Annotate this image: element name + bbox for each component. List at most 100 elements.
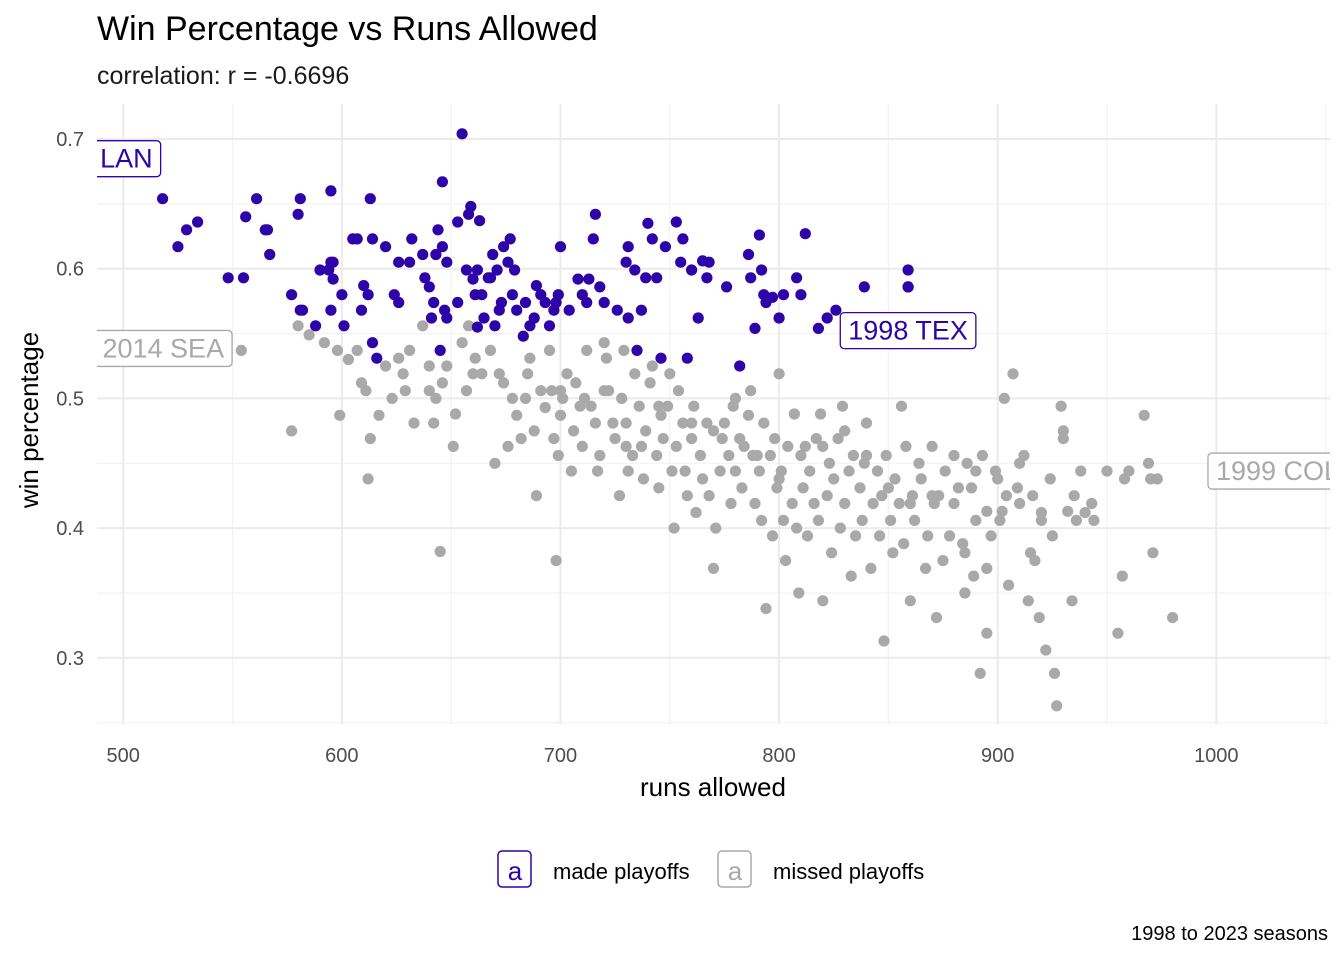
data-point-made xyxy=(441,256,453,268)
data-point-missed xyxy=(515,433,527,445)
data-point-missed xyxy=(668,522,680,534)
data-point-missed xyxy=(758,417,770,429)
data-point-missed xyxy=(441,360,453,372)
annotation-text: 2022 LAN xyxy=(33,144,153,174)
data-point-missed xyxy=(362,473,374,485)
points-layer xyxy=(157,128,1179,712)
data-point-made xyxy=(611,304,623,316)
data-point-missed xyxy=(703,490,715,502)
data-point-missed xyxy=(760,603,772,615)
data-point-made xyxy=(465,200,477,213)
data-point-missed xyxy=(1057,433,1069,445)
data-point-made xyxy=(366,337,379,349)
data-point-made xyxy=(476,289,488,301)
data-point-made xyxy=(703,256,715,268)
data-point-missed xyxy=(839,425,851,437)
data-point-missed xyxy=(423,360,435,372)
data-point-made xyxy=(294,193,306,205)
data-point-missed xyxy=(546,385,558,397)
data-point-missed xyxy=(913,457,925,469)
data-point-missed xyxy=(690,506,702,519)
data-point-missed xyxy=(867,497,879,510)
data-point-missed xyxy=(1079,506,1091,519)
annotation-text: 1998 TEX xyxy=(848,316,968,346)
data-point-missed xyxy=(570,377,582,389)
data-point-made xyxy=(489,320,501,332)
data-point-made xyxy=(675,256,687,268)
data-point-missed xyxy=(519,392,532,404)
data-point-missed xyxy=(981,627,993,639)
data-point-made xyxy=(530,280,543,292)
data-point-made xyxy=(237,272,250,284)
data-point-missed xyxy=(996,505,1008,517)
data-point-made xyxy=(745,272,757,284)
data-point-missed xyxy=(871,465,884,477)
data-point-made xyxy=(598,296,610,309)
data-point-missed xyxy=(417,320,429,332)
data-point-made xyxy=(756,264,768,276)
data-point-missed xyxy=(331,344,344,356)
data-point-missed xyxy=(686,433,698,445)
data-point-made xyxy=(508,264,521,276)
data-point-missed xyxy=(1014,497,1026,510)
data-point-missed xyxy=(865,562,877,575)
data-point-missed xyxy=(1147,547,1159,559)
data-point-made xyxy=(327,256,339,268)
data-point-made xyxy=(456,128,468,140)
data-point-missed xyxy=(565,465,578,477)
data-point-missed xyxy=(1011,482,1024,494)
data-point-missed xyxy=(434,545,446,558)
legend-label-made: made playoffs xyxy=(553,859,690,884)
legend: a made playoffs a missed playoffs xyxy=(497,850,924,888)
data-point-missed xyxy=(981,505,993,517)
data-point-missed xyxy=(786,497,798,510)
legend-key-made xyxy=(497,850,532,888)
data-point-made xyxy=(629,264,641,276)
data-point-missed xyxy=(777,514,790,527)
data-point-missed xyxy=(981,562,993,575)
data-point-made xyxy=(511,304,523,316)
data-point-missed xyxy=(585,400,597,412)
data-point-missed xyxy=(710,522,722,534)
data-point-missed xyxy=(662,400,674,412)
data-point-missed xyxy=(1048,667,1061,680)
data-point-missed xyxy=(1068,490,1080,502)
data-point-made xyxy=(425,312,438,324)
data-point-missed xyxy=(469,352,481,364)
data-point-made xyxy=(620,256,632,268)
data-point-missed xyxy=(423,385,435,397)
data-point-missed xyxy=(817,440,829,452)
data-point-made xyxy=(554,241,567,253)
data-point-made xyxy=(436,241,448,253)
data-point-made xyxy=(670,216,682,228)
data-point-missed xyxy=(1062,505,1074,517)
data-point-made xyxy=(777,289,790,301)
data-point-missed xyxy=(998,392,1010,404)
data-point-made xyxy=(432,224,444,236)
data-point-missed xyxy=(1024,547,1037,559)
data-point-missed xyxy=(856,514,868,527)
data-point-missed xyxy=(874,530,886,542)
data-point-missed xyxy=(292,320,304,332)
data-point-made xyxy=(325,185,337,197)
chart-title: Win Percentage vs Runs Allowed xyxy=(97,10,598,48)
data-point-made xyxy=(423,281,435,293)
data-point-missed xyxy=(782,440,794,452)
data-point-missed xyxy=(826,547,838,559)
data-point-made xyxy=(192,216,204,228)
data-point-missed xyxy=(729,465,742,477)
data-point-made xyxy=(552,289,564,301)
data-point-missed xyxy=(736,482,748,494)
data-point-missed xyxy=(1101,465,1113,477)
data-point-missed xyxy=(854,482,866,494)
data-point-missed xyxy=(1044,473,1056,485)
data-point-made xyxy=(631,344,643,356)
data-point-missed xyxy=(895,400,908,412)
data-point-missed xyxy=(1035,506,1047,519)
data-point-made xyxy=(351,233,363,245)
data-point-missed xyxy=(718,417,731,429)
annotation-label: 2014 SEA xyxy=(97,329,233,368)
data-point-missed xyxy=(524,352,536,364)
data-point-made xyxy=(655,352,667,364)
data-point-missed xyxy=(552,449,564,462)
